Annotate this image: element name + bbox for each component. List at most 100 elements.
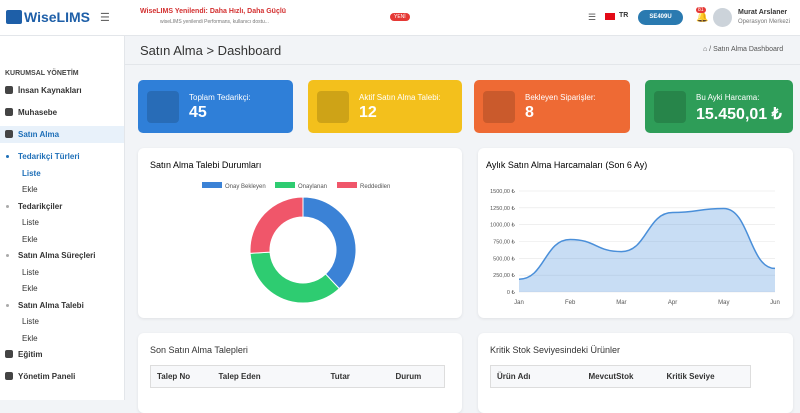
column-header[interactable]: Kritik Seviye [660, 365, 751, 388]
side-item[interactable]: Ekle [22, 333, 38, 343]
menu-icon [5, 350, 13, 358]
top-bar: WiseLIMS ☰ WiseLIMS Yenilendi: Daha Hızl… [0, 0, 800, 36]
breadcrumb-text[interactable]: Satın Alma Dashboard [713, 46, 784, 53]
header-row: Talep No Talep Eden Tutar Durum [150, 365, 445, 388]
menu-icon[interactable]: ☰ [588, 12, 597, 22]
y-tick-label: 250,00 ₺ [493, 272, 515, 279]
side-item[interactable]: Ekle [22, 185, 38, 194]
side-item[interactable]: Tedarikçi Türleri [18, 152, 80, 161]
sidebar-section: KURUMSAL YÖNETİM [5, 70, 79, 77]
announcement-text: wiseLIMS yenilendi Performans, kullanıcı… [160, 19, 269, 25]
menu-bullet [6, 204, 9, 208]
menu-icon [5, 108, 13, 116]
stat-card: Toplam Tedarikçi: 45 [138, 80, 293, 133]
donut-segment [302, 196, 357, 290]
menu-bullet [6, 155, 9, 158]
area-fill [519, 208, 775, 292]
card-icon [317, 91, 349, 123]
legend-label: Reddedilen [360, 184, 390, 190]
donut-segment [249, 196, 304, 254]
legend-swatch [202, 182, 222, 188]
donut-panel: Satın Alma Talebi Durumları Onay Bekleyen… [138, 148, 462, 318]
breadcrumb: ⌂ / Satın Alma Dashboard [703, 46, 784, 53]
area-chart: Aylık Satın Alma Harcamaları (Son 6 Ay) 0… [486, 160, 780, 306]
stat-card: Bekleyen Siparişler: 8 [474, 80, 630, 133]
legend-swatch [337, 182, 357, 188]
divider [125, 64, 800, 65]
sidebar: KURUMSAL YÖNETİM İnsan Kaynakları Muhaseb… [0, 36, 125, 400]
menu-icon [5, 372, 13, 380]
flag [605, 13, 615, 20]
column-header[interactable]: Talep No [150, 365, 213, 388]
column-header[interactable]: MevcutStok [582, 365, 661, 388]
chart-title: Satın Alma Talebi Durumları [150, 160, 261, 170]
avatar[interactable] [713, 8, 732, 27]
card-value: 45 [189, 104, 207, 121]
x-tick-label: May [718, 300, 729, 306]
table-title: Son Satın Alma Talepleri [150, 345, 248, 355]
card-icon [654, 91, 686, 123]
column-header[interactable]: Tutar [324, 365, 390, 388]
menu-toggle[interactable]: ☰ [100, 12, 110, 24]
bell[interactable]: 🔔 [696, 12, 709, 23]
card-label: Bekleyen Siparişler: [525, 93, 596, 102]
side-item[interactable]: Muhasebe [18, 108, 58, 117]
side-item[interactable]: Liste [22, 317, 39, 326]
legend-label: Onaylanan [298, 184, 327, 190]
chart-title: Aylık Satın Alma Harcamaları (Son 6 Ay) [486, 160, 647, 170]
data-table: Talep No Talep Eden Tutar Durum [150, 365, 445, 388]
side-item[interactable]: Eğitim [18, 350, 43, 359]
language[interactable]: TR [619, 12, 629, 19]
side-item[interactable]: Tedarikçiler [18, 201, 63, 211]
brand: WiseLIMS [24, 9, 90, 25]
line [518, 207, 776, 280]
side-item[interactable]: Satın Alma Süreçleri [18, 251, 96, 260]
side-item[interactable]: Satın Alma [18, 130, 60, 139]
card-label: Bu Ayki Harcama: [696, 93, 760, 102]
x-tick-label: Jan [514, 300, 524, 306]
active-bg [0, 126, 124, 143]
legend-swatch [275, 182, 295, 188]
side-item[interactable]: Satın Alma Talebi [18, 300, 84, 310]
menu-bullet [6, 303, 9, 307]
y-tick-label: 500,00 ₺ [493, 255, 515, 262]
side-item[interactable]: Liste [22, 168, 41, 178]
menu-icon [5, 130, 13, 138]
column-header[interactable]: Durum [389, 365, 445, 388]
org-button[interactable]: SE409U [638, 10, 683, 25]
table-panel: Kritik Stok Seviyesindeki Ürünler Ürün Ad… [478, 333, 793, 413]
table-panel: Son Satın Alma Talepleri Talep No Talep Ed… [138, 333, 462, 413]
x-tick-label: Feb [565, 300, 576, 306]
side-item[interactable]: Ekle [22, 234, 38, 244]
card-value: 15.450,01 ₺ [696, 106, 782, 123]
card-value: 12 [359, 104, 377, 121]
x-tick-label: Apr [668, 300, 677, 306]
card-label: Toplam Tedarikçi: [189, 93, 251, 102]
page-title: Satın Alma > Dashboard [140, 43, 282, 58]
user-role: Operasyon Merkezi [738, 19, 791, 25]
card-icon [483, 91, 515, 123]
stat-card: Bu Ayki Harcama: 15.450,01 ₺ [645, 80, 793, 133]
side-item[interactable]: Ekle [22, 284, 38, 293]
data-table: Ürün Adı MevcutStok Kritik Seviye [490, 365, 751, 388]
card-value: 8 [525, 104, 534, 121]
menu-bullet [6, 254, 9, 257]
menu-icon [5, 86, 13, 94]
column-header[interactable]: Talep Eden [212, 365, 325, 388]
column-header[interactable]: Ürün Adı [490, 365, 583, 388]
y-tick-label: 1500,00 ₺ [490, 188, 515, 195]
x-tick-label: Jun [770, 300, 780, 306]
announcement-title[interactable]: WiseLIMS Yenilendi: Daha Hızlı, Daha Güç… [140, 8, 287, 15]
header-row: Ürün Adı MevcutStok Kritik Seviye [490, 365, 751, 388]
y-tick-label: 750,00 ₺ [493, 239, 515, 246]
side-item[interactable]: İnsan Kaynakları [18, 86, 82, 95]
side-item[interactable]: Liste [22, 267, 39, 277]
y-tick-label: 1250,00 ₺ [490, 205, 515, 212]
card-icon [147, 91, 179, 123]
notification-count: 81 [696, 7, 706, 13]
logo [6, 10, 22, 24]
side-item[interactable]: Yönetim Paneli [18, 372, 76, 381]
side-item[interactable]: Liste [22, 218, 39, 227]
donut-chart: Satın Alma Talebi Durumları Onay Bekleyen… [150, 160, 390, 304]
